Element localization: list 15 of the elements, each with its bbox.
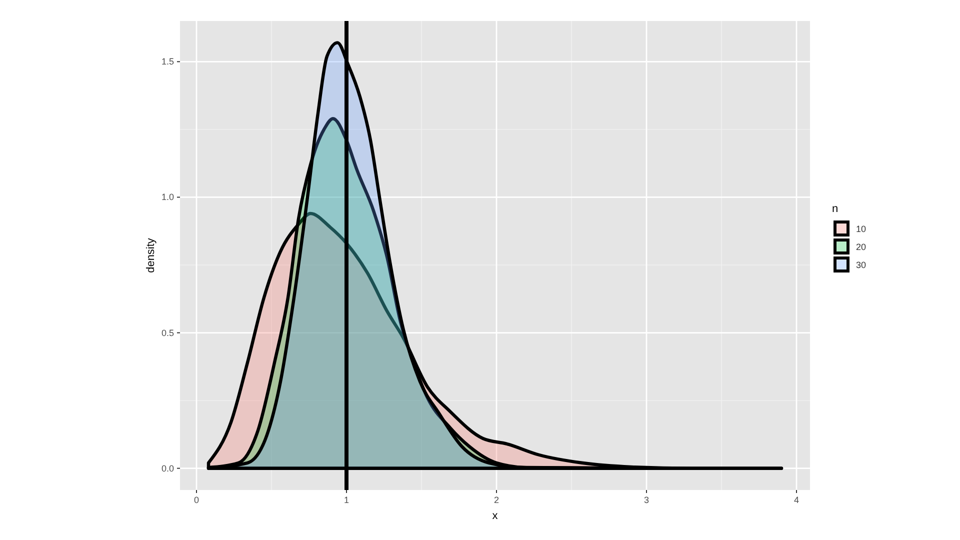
x-tick-label: 1 (344, 495, 350, 505)
legend-label: 20 (856, 242, 866, 252)
x-tick-label: 2 (494, 495, 500, 505)
x-axis-title: x (492, 510, 498, 522)
y-tick-label: 0.0 (161, 463, 174, 474)
x-tick-label: 3 (644, 495, 650, 505)
y-axis-title: density (145, 238, 157, 273)
y-tick-label: 1.5 (161, 56, 174, 67)
y-tick-label: 0.5 (161, 328, 174, 338)
legend-label: 30 (856, 260, 866, 270)
x-tick-label: 4 (794, 495, 800, 505)
legend-label: 10 (856, 224, 866, 234)
y-tick-label: 1.0 (161, 192, 174, 202)
legend-title: n (832, 203, 838, 215)
x-tick-label: 0 (194, 495, 200, 505)
